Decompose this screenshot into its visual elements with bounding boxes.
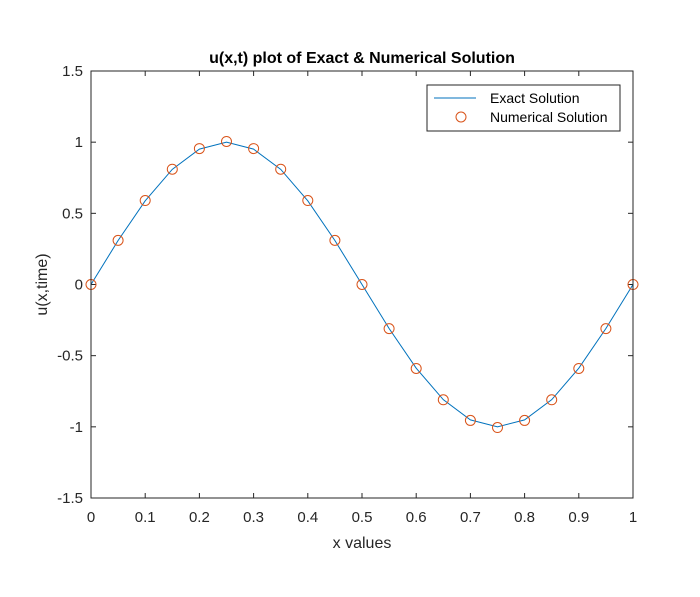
series-line-exact-solution xyxy=(90,141,634,428)
ticks-layer: 0 0.1 0.2 0.3 0.4 0.5 0.6 0.7 0.8 0.9 1 1.5 1 0.5 0 -0.… xyxy=(57,63,637,526)
data-point-numerical-solution xyxy=(139,195,151,207)
y-tick-label: -0.5 xyxy=(57,348,83,365)
data-point-numerical-solution xyxy=(356,279,368,290)
legend-label-numerical: Numerical Solution xyxy=(490,109,608,125)
x-tick-label: 1 xyxy=(629,509,637,526)
data-point-numerical-solution xyxy=(329,234,341,246)
chart-title: u(x,t) plot of Exact & Numerical Solutio… xyxy=(209,50,515,67)
data-point-numerical-solution xyxy=(437,394,449,406)
x-tick-label: 0.4 xyxy=(297,509,318,526)
x-tick-label: 0 xyxy=(87,509,95,526)
x-tick-label: 0.9 xyxy=(568,509,589,526)
x-tick-label: 0.7 xyxy=(460,509,481,526)
x-tick-label: 0.2 xyxy=(189,509,210,526)
y-tick-label: -1 xyxy=(70,419,83,436)
y-tick-label: -1.5 xyxy=(57,490,83,507)
data-point-numerical-solution xyxy=(248,143,260,155)
data-point-numerical-solution xyxy=(600,323,612,335)
data-point-numerical-solution xyxy=(546,394,558,406)
legend-box xyxy=(426,84,621,132)
legend-swatch-numerical xyxy=(455,111,467,123)
data-point-numerical-solution xyxy=(112,234,124,246)
data-point-numerical-solution xyxy=(275,163,287,175)
data-point-numerical-solution xyxy=(410,362,422,374)
data-point-numerical-solution xyxy=(193,143,205,155)
y-tick-label: 0 xyxy=(75,277,83,294)
y-tick-label: 1.5 xyxy=(62,63,83,80)
data-point-numerical-solution xyxy=(166,163,178,175)
data-point-numerical-solution xyxy=(302,195,314,207)
x-tick-label: 0.6 xyxy=(406,509,427,526)
x-tick-label: 0.5 xyxy=(352,509,373,526)
data-point-numerical-solution xyxy=(573,362,585,374)
x-tick-label: 0.8 xyxy=(514,509,535,526)
y-axis-label: u(x,time) xyxy=(34,253,51,315)
x-axis-label: x values xyxy=(333,535,392,552)
data-point-numerical-solution xyxy=(492,422,503,434)
y-tick-label: 0.5 xyxy=(62,205,83,222)
series-layer xyxy=(85,135,639,434)
legend-label-exact: Exact Solution xyxy=(490,90,580,106)
data-point-numerical-solution xyxy=(519,414,531,426)
axes-box xyxy=(90,70,634,499)
x-tick-label: 0.1 xyxy=(135,509,156,526)
x-tick-label: 0.3 xyxy=(243,509,264,526)
data-point-numerical-solution xyxy=(383,323,395,335)
legend: Exact Solution Numerical Solution xyxy=(426,84,621,132)
data-point-numerical-solution xyxy=(221,135,232,147)
data-point-numerical-solution xyxy=(464,414,476,426)
y-tick-label: 1 xyxy=(75,134,83,151)
